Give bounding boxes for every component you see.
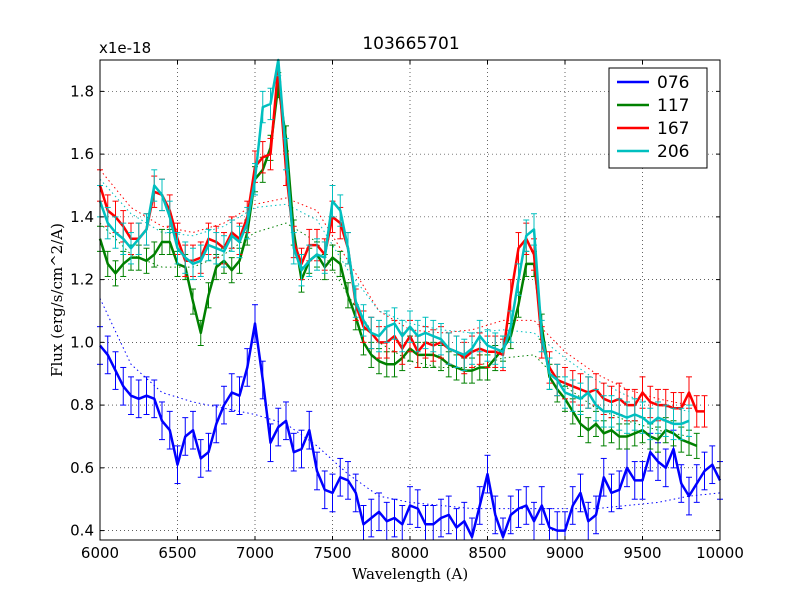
x-tick-label: 9500	[623, 544, 661, 562]
y-tick-label: 1.8	[70, 82, 94, 100]
x-tick-label: 7500	[313, 544, 351, 562]
x-tick-label: 8000	[391, 544, 429, 562]
legend-label-117: 117	[657, 96, 689, 116]
y-tick-label: 1.0	[70, 333, 94, 351]
y-axis-label: Flux (erg/s/cm^2/A)	[48, 223, 66, 377]
legend: 076 117 167 206	[608, 67, 708, 169]
series-206	[97, 58, 692, 441]
legend-label-206: 206	[657, 142, 689, 162]
y-tick-label: 0.8	[70, 396, 94, 414]
series-line-076	[99, 322, 722, 539]
x-tick-label: 7000	[236, 544, 274, 562]
y-tick-label: 1.6	[70, 145, 94, 163]
legend-label-167: 167	[657, 119, 689, 139]
y-tick-label: 1.4	[70, 208, 94, 226]
ticks: 6000 6500 7000 7500 8000 8500 9000 9500 10000 0.4…	[70, 60, 744, 562]
y-tick-label: 1.2	[70, 271, 94, 289]
y-tick-label: 0.4	[70, 522, 94, 540]
fit-line-2	[99, 169, 690, 406]
x-tick-label: 10000	[696, 544, 744, 562]
series-line-117	[98, 83, 698, 448]
x-tick-label: 8500	[468, 544, 506, 562]
y-tick-label: 0.6	[70, 459, 94, 477]
x-tick-label: 6500	[158, 544, 196, 562]
y-axis-multiplier: x1e-18	[99, 39, 151, 57]
x-tick-label: 9000	[546, 544, 584, 562]
x-tick-label: 6000	[81, 544, 119, 562]
x-axis-label: Wavelength (A)	[352, 565, 468, 583]
legend-label-076: 076	[657, 73, 689, 93]
chart-title: 103665701	[362, 34, 459, 54]
series-line-206	[98, 58, 690, 426]
